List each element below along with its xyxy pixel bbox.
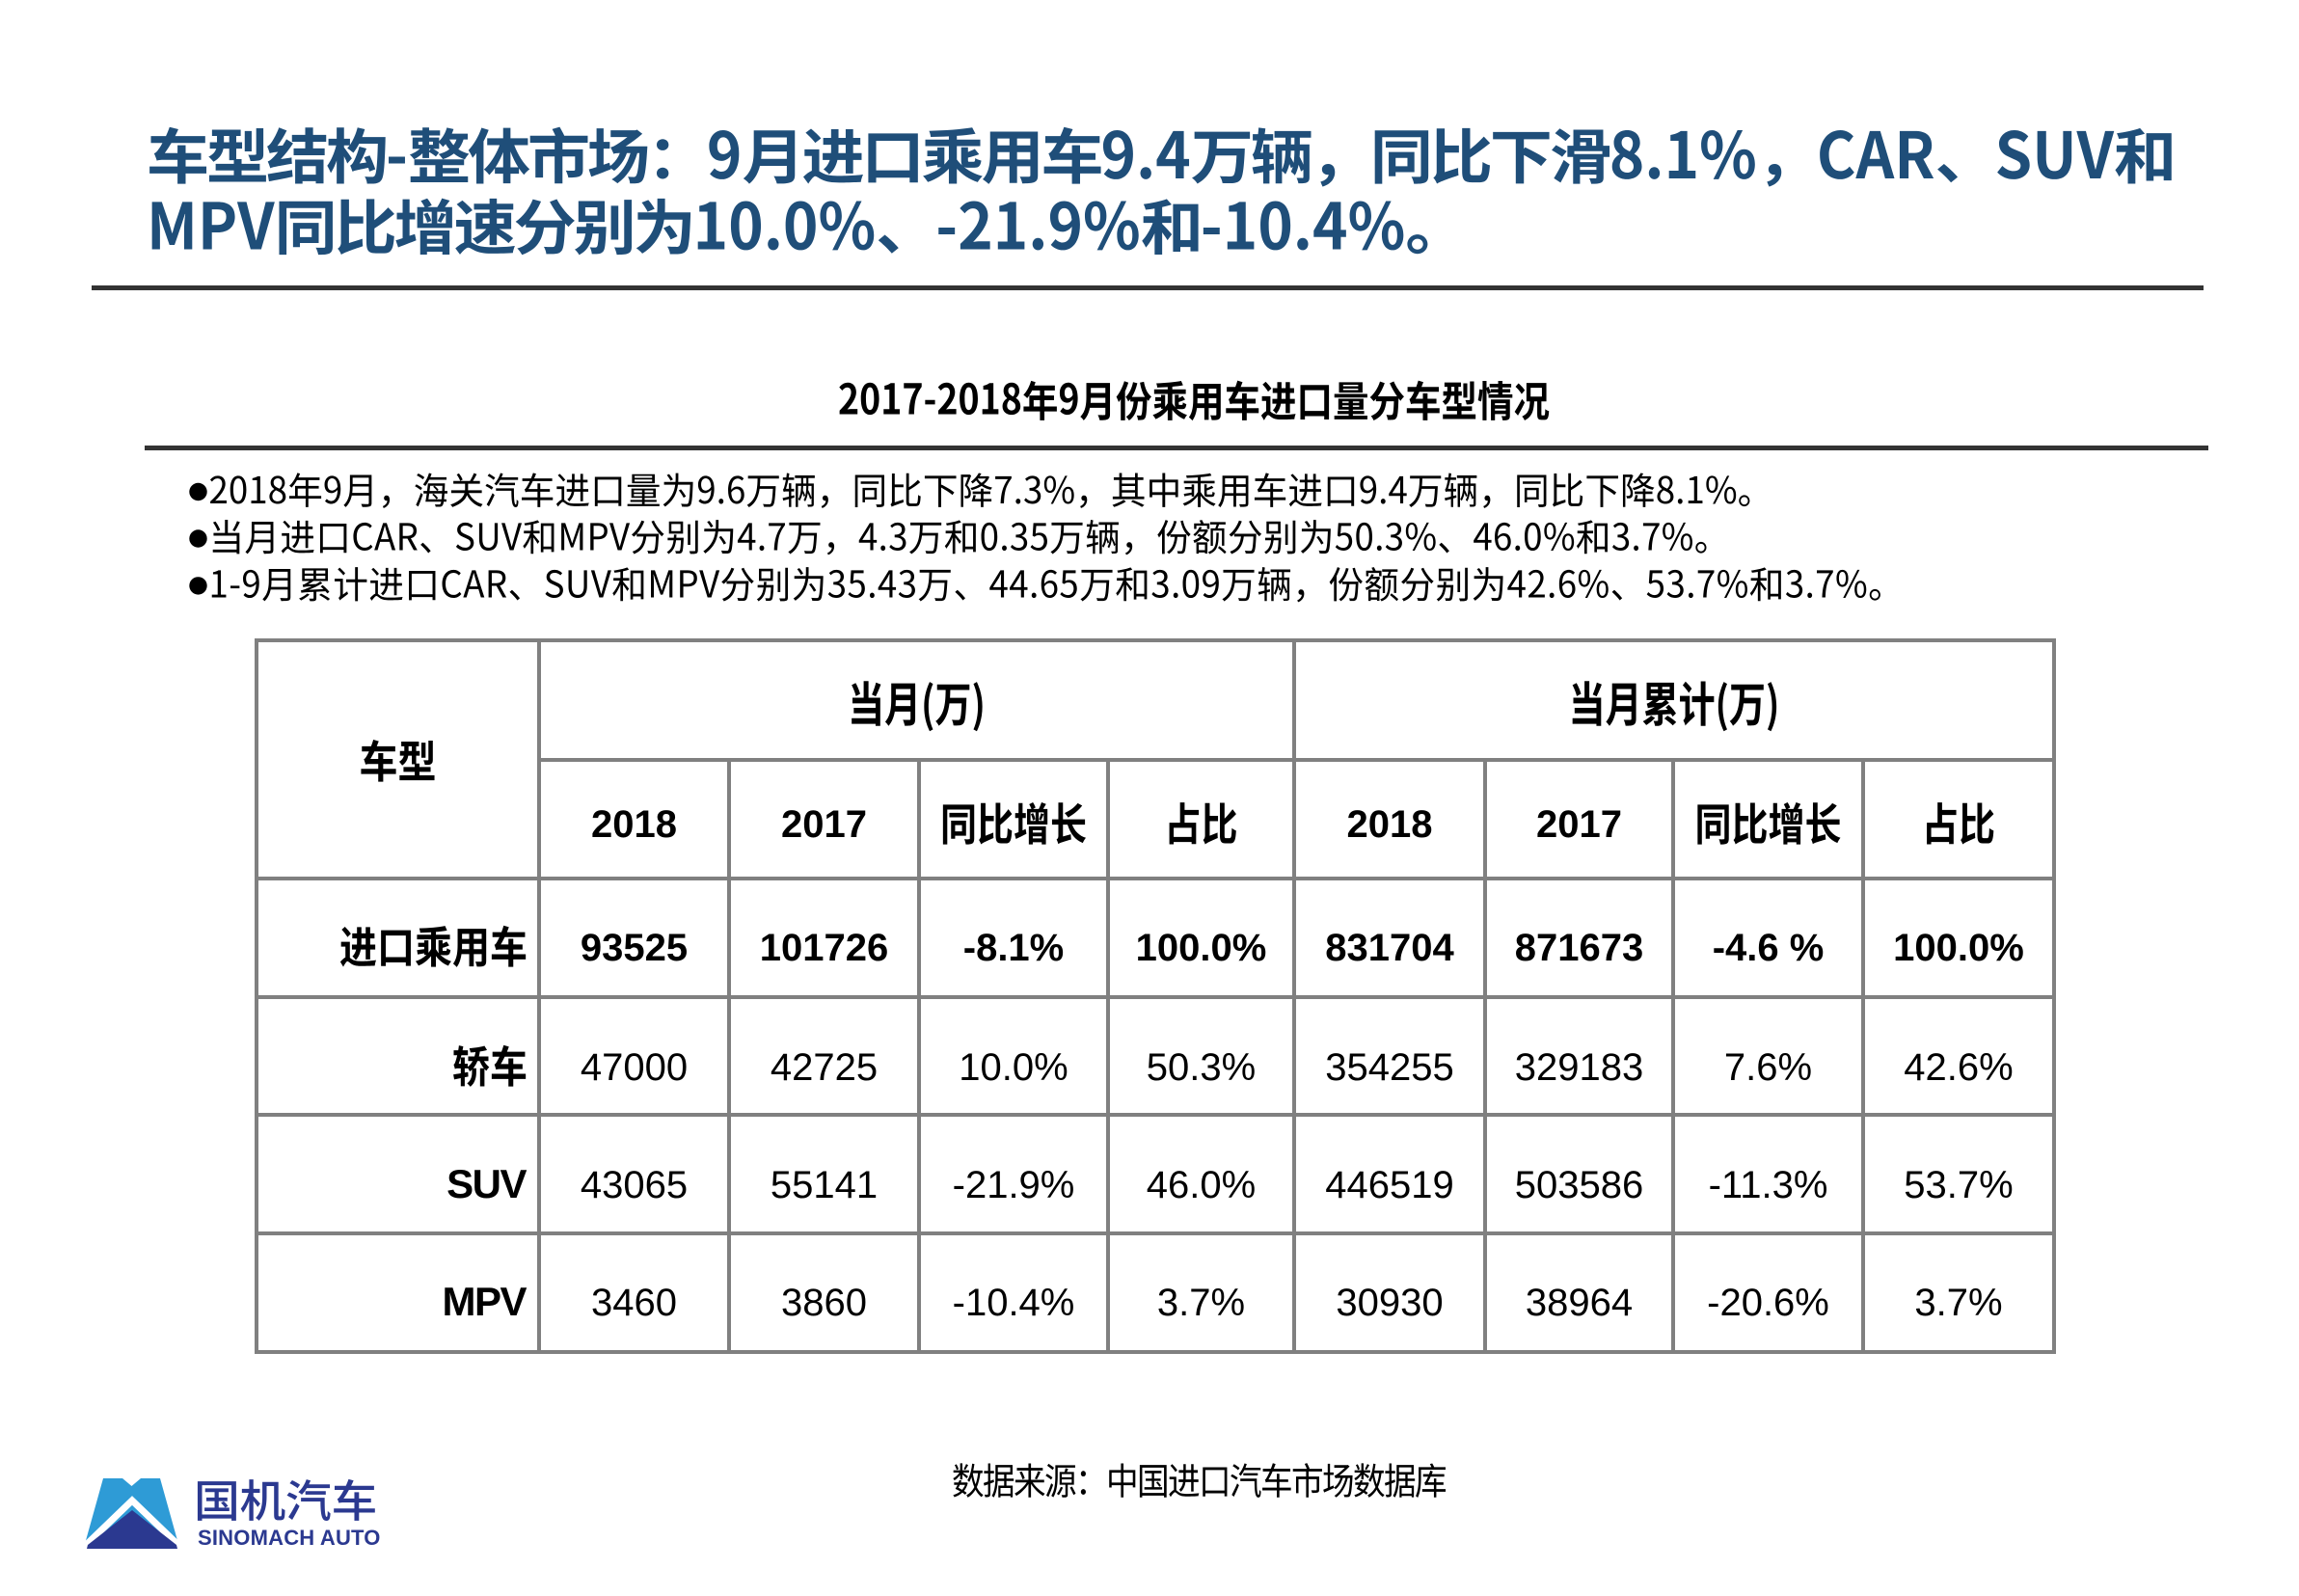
svg-text:55141: 55141 [771, 1164, 878, 1206]
svg-text:10.0%: 10.0% [959, 1046, 1068, 1089]
svg-text:42.6%: 42.6% [1904, 1046, 2013, 1089]
svg-text:7.6%: 7.6% [1724, 1046, 1812, 1089]
svg-text:101726: 101726 [760, 927, 888, 969]
svg-text:329183: 329183 [1515, 1046, 1643, 1089]
svg-text:-20.6%: -20.6% [1707, 1282, 1829, 1324]
svg-text:43065: 43065 [581, 1164, 688, 1206]
svg-text:53.7%: 53.7% [1904, 1164, 2013, 1206]
svg-text:-4.6 %: -4.6 % [1713, 927, 1825, 969]
svg-text:-10.4%: -10.4% [953, 1282, 1075, 1324]
svg-text:2018: 2018 [591, 803, 677, 846]
svg-text:3.7%: 3.7% [1914, 1282, 2002, 1324]
svg-text:-11.3%: -11.3% [1709, 1164, 1828, 1206]
svg-text:831704: 831704 [1325, 927, 1454, 969]
svg-text:30930: 30930 [1336, 1282, 1443, 1324]
svg-text:47000: 47000 [581, 1046, 688, 1089]
svg-text:2017: 2017 [1536, 803, 1622, 846]
svg-text:50.3%: 50.3% [1147, 1046, 1256, 1089]
svg-text:503586: 503586 [1515, 1164, 1643, 1206]
svg-text:3460: 3460 [591, 1282, 677, 1324]
svg-text:871673: 871673 [1515, 927, 1643, 969]
svg-text:-8.1%: -8.1% [963, 927, 1065, 969]
svg-text:446519: 446519 [1325, 1164, 1453, 1206]
svg-text:-21.9%: -21.9% [953, 1164, 1075, 1206]
svg-text:2017: 2017 [781, 803, 867, 846]
svg-text:3.7%: 3.7% [1157, 1282, 1245, 1324]
svg-text:100.0%: 100.0% [1893, 927, 2024, 969]
svg-text:3860: 3860 [781, 1282, 867, 1324]
svg-text:SUV: SUV [446, 1161, 527, 1206]
svg-text:354255: 354255 [1325, 1046, 1453, 1089]
svg-text:MPV: MPV [442, 1279, 527, 1324]
svg-text:38964: 38964 [1526, 1282, 1633, 1324]
svg-text:46.0%: 46.0% [1147, 1164, 1256, 1206]
svg-text:42725: 42725 [771, 1046, 878, 1089]
svg-text:2018: 2018 [1347, 803, 1433, 846]
svg-text:SINOMACH AUTO: SINOMACH AUTO [198, 1526, 381, 1550]
svg-text:93525: 93525 [581, 927, 688, 969]
svg-text:100.0%: 100.0% [1136, 927, 1267, 969]
